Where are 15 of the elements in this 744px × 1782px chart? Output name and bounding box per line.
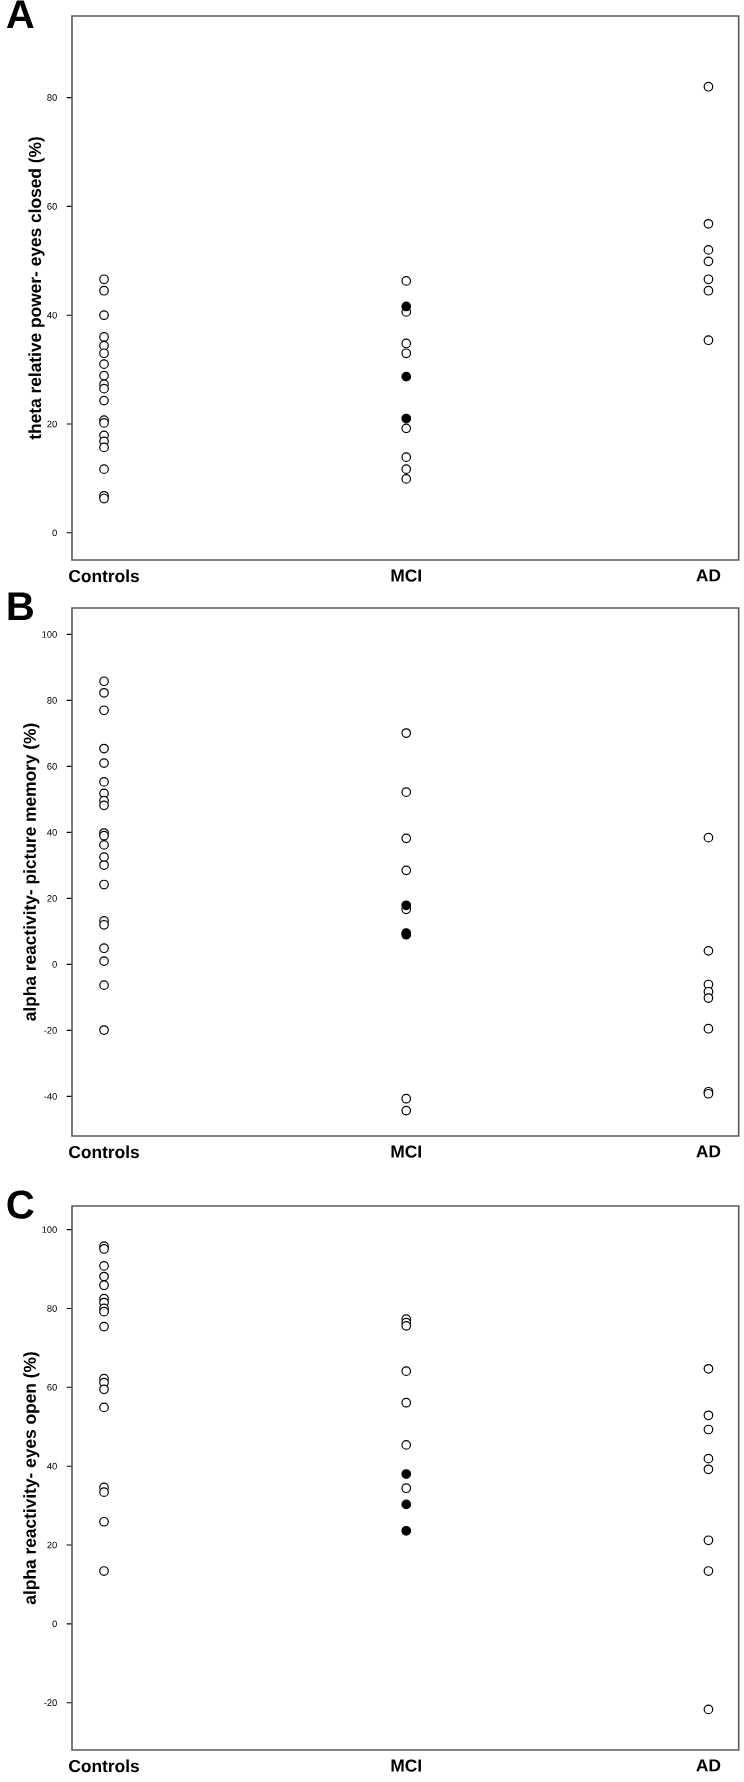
y-axis-title: alpha reactivity- eyes open (%) xyxy=(23,1352,40,1605)
y-axis-title: alpha reactivity- picture memory (%) xyxy=(23,723,40,1021)
chart-title: C xyxy=(7,1190,34,1219)
x-tick-label: AD xyxy=(696,1145,721,1158)
chart-title: B xyxy=(8,592,33,621)
chart-title: A xyxy=(6,0,34,29)
x-tick-label: MCI xyxy=(391,1759,421,1772)
x-tick-label: MCI xyxy=(391,569,421,582)
x-tick-label: Controls xyxy=(69,1759,139,1773)
x-tick-label: AD xyxy=(696,1759,721,1772)
x-tick-label: AD xyxy=(696,569,721,582)
y-axis-title: theta relative power- eyes closed (%) xyxy=(28,137,45,440)
x-tick-label: Controls xyxy=(69,569,139,583)
x-tick-label: MCI xyxy=(391,1145,421,1158)
x-tick-label: Controls xyxy=(69,1145,139,1159)
